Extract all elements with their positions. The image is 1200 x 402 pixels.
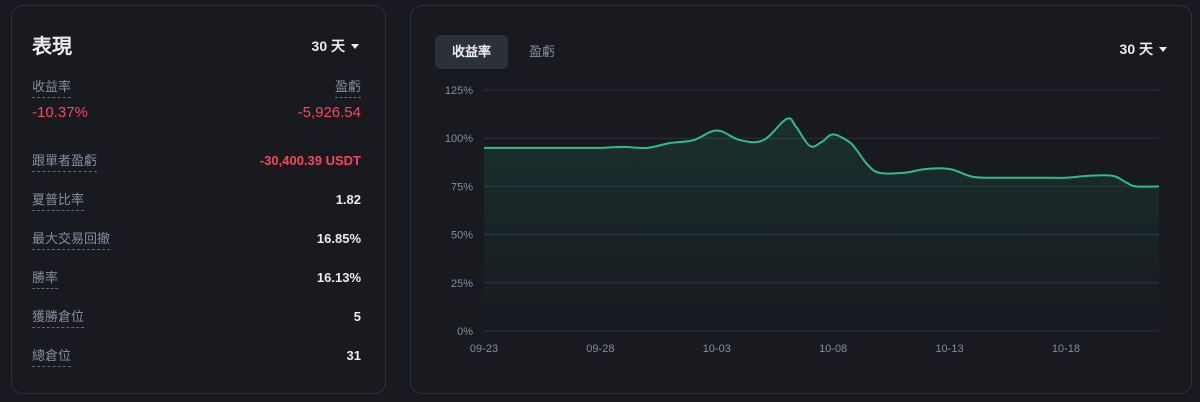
follower-pnl-value: -30,400.39 USDT [259, 153, 361, 168]
roi-label[interactable]: 收益率 [32, 79, 72, 98]
pnl-label[interactable]: 盈虧 [334, 79, 361, 98]
chart-card: 收益率 盈虧 30 天 0% 25% 50% 75% 100% 125% 09-23 09-… [410, 5, 1192, 394]
tab-roi[interactable]: 收益率 [435, 35, 508, 69]
y-tick-label: 125% [445, 85, 473, 97]
x-tick-label: 10-13 [935, 343, 963, 355]
win-rate-value: 16.13% [316, 270, 361, 285]
chevron-down-icon [1159, 47, 1167, 52]
performance-card: 表現 30 天 收益率 盈虧 -10.37% -5,926.54 跟單者盈虧 -… [11, 5, 386, 394]
max-drawdown-value: 16.85% [316, 231, 361, 246]
y-tick-label: 25% [451, 278, 473, 290]
sharpe-ratio-label[interactable]: 夏普比率 [32, 192, 85, 211]
y-tick-label: 100% [445, 133, 473, 145]
roi-chart[interactable]: 0% 25% 50% 75% 100% 125% 09-23 09-28 10-03 10-08… [411, 6, 1191, 393]
x-tick-label: 10-03 [703, 343, 731, 355]
y-tick-label: 50% [451, 230, 473, 242]
winning-positions-value: 5 [353, 309, 361, 324]
x-tick-label: 09-28 [586, 343, 614, 355]
x-tick-label: 09-23 [470, 343, 498, 355]
performance-range-label: 30 天 [311, 38, 345, 54]
y-tick-label: 75% [451, 181, 473, 193]
performance-range-dropdown[interactable]: 30 天 [312, 36, 359, 56]
total-positions-value: 31 [346, 348, 361, 363]
chart-range-label: 30 天 [1119, 41, 1153, 57]
win-rate-label[interactable]: 勝率 [32, 270, 59, 289]
max-drawdown-label[interactable]: 最大交易回撤 [32, 231, 111, 250]
x-tick-label: 10-18 [1052, 343, 1080, 355]
roi-value: -10.37% [32, 104, 88, 121]
performance-title: 表現 [32, 36, 72, 58]
sharpe-ratio-value: 1.82 [335, 192, 361, 207]
y-tick-label: 0% [457, 326, 473, 338]
winning-positions-label[interactable]: 獲勝倉位 [32, 309, 85, 328]
roi-area [484, 118, 1159, 331]
pnl-value: -5,926.54 [297, 104, 361, 121]
chart-range-dropdown[interactable]: 30 天 [1120, 39, 1167, 59]
chevron-down-icon [351, 44, 359, 49]
roi-line [483, 117, 1160, 188]
follower-pnl-label[interactable]: 跟單者盈虧 [32, 153, 98, 172]
tab-pnl[interactable]: 盈虧 [528, 44, 555, 59]
total-positions-label[interactable]: 總倉位 [32, 348, 72, 367]
x-tick-label: 10-08 [819, 343, 847, 355]
